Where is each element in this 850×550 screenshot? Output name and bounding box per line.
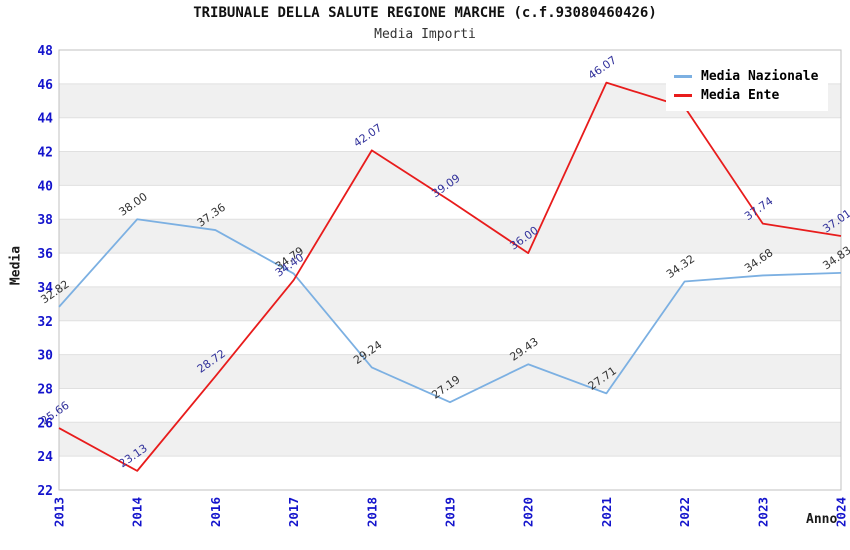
legend-label-nazionale: Media Nazionale — [701, 69, 819, 84]
data-label: 42.07 — [351, 121, 384, 150]
chart-subtitle: Media Importi — [374, 27, 476, 42]
y-tick-label: 22 — [37, 484, 53, 499]
series-line-media-nazionale — [58, 218, 842, 404]
x-tick-label: 2022 — [677, 497, 692, 527]
x-tick-label: 2018 — [364, 497, 379, 527]
x-tick-label: 2013 — [52, 497, 67, 527]
y-tick-label: 36 — [37, 247, 53, 262]
y-tick-label: 24 — [37, 450, 53, 465]
y-tick-label: 44 — [37, 112, 53, 127]
data-label: 34.32 — [664, 252, 697, 281]
band — [59, 354, 841, 389]
y-tick-label: 34 — [37, 281, 53, 296]
y-tick-label: 28 — [37, 382, 53, 397]
y-tick-label: 26 — [37, 416, 53, 431]
y-tick-label: 40 — [37, 179, 53, 194]
x-tick-label: 2017 — [286, 497, 301, 527]
legend-entry-media-nazionale: Media Nazionale — [674, 67, 818, 86]
y-tick-label: 42 — [37, 146, 53, 161]
x-tick-label: 2014 — [130, 497, 145, 527]
legend-entry-media-ente: Media Ente — [674, 86, 818, 105]
data-label: 46.07 — [586, 53, 619, 82]
x-tick-label: 2024 — [834, 497, 849, 527]
x-tick-label: 2020 — [521, 497, 536, 527]
y-tick-label: 30 — [37, 349, 53, 364]
x-tick-label: 2021 — [599, 497, 614, 527]
band — [59, 286, 841, 321]
y-tick-label: 48 — [37, 44, 53, 59]
band — [59, 151, 841, 186]
x-tick-label: 2019 — [443, 497, 458, 527]
y-tick-label: 38 — [37, 213, 53, 228]
y-tick-label: 46 — [37, 78, 53, 93]
y-axis-title: Media — [8, 245, 24, 286]
chart-title: TRIBUNALE DELLA SALUTE REGIONE MARCHE (c… — [193, 5, 657, 21]
plot-border — [58, 49, 842, 491]
legend-dash-ente-icon — [674, 94, 692, 97]
x-tick-label: 2023 — [755, 497, 770, 527]
x-axis-title: Anno — [806, 512, 838, 527]
series-line-media-ente — [58, 81, 842, 472]
band — [59, 219, 841, 254]
band — [59, 422, 841, 457]
y-tick-label: 32 — [37, 315, 53, 330]
data-label: 38.00 — [117, 190, 150, 219]
legend: Media Nazionale Media Ente — [666, 61, 829, 111]
legend-dash-nazionale-icon — [674, 75, 692, 78]
legend-label-ente: Media Ente — [701, 88, 780, 103]
x-tick-label: 2016 — [208, 497, 223, 527]
